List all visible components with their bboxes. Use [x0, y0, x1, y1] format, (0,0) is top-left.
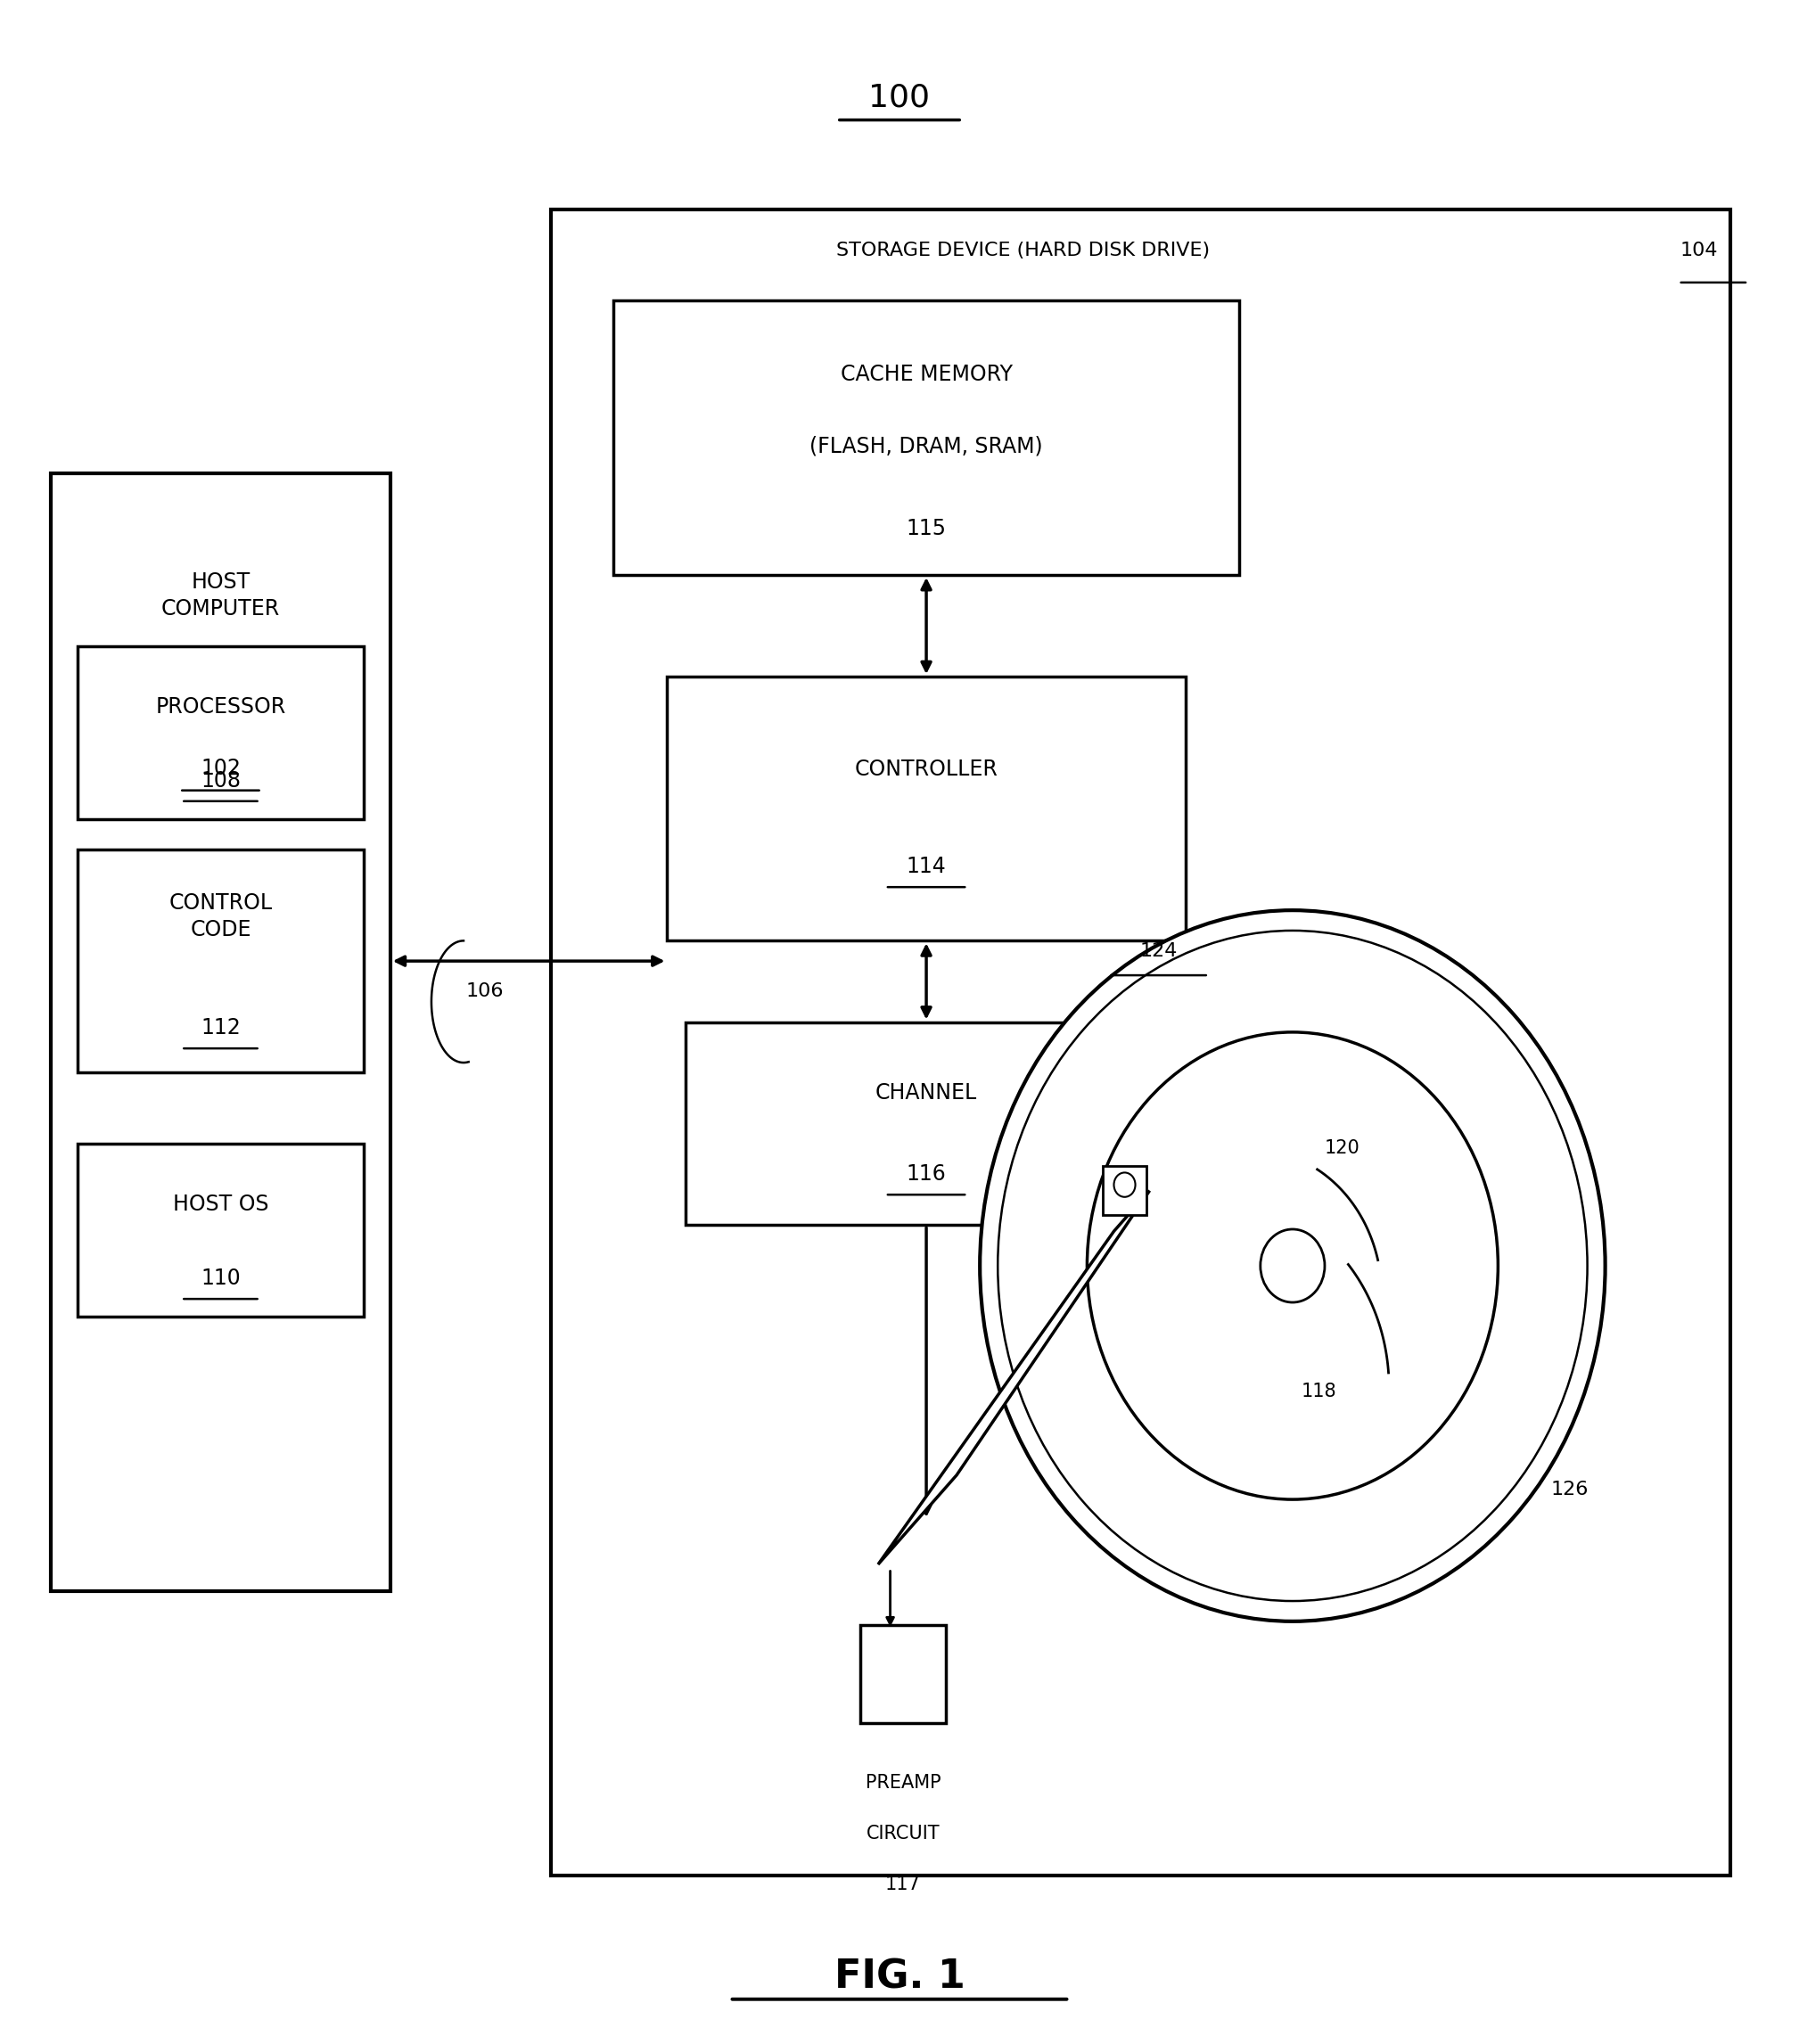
Text: STORAGE DEVICE (HARD DISK DRIVE): STORAGE DEVICE (HARD DISK DRIVE) [837, 241, 1209, 260]
FancyBboxPatch shape [77, 850, 363, 1073]
Text: 118: 118 [1301, 1384, 1337, 1400]
Text: 115: 115 [907, 517, 946, 540]
Circle shape [1261, 1228, 1324, 1302]
Circle shape [1087, 1032, 1499, 1500]
FancyBboxPatch shape [50, 474, 390, 1590]
Text: HOST OS: HOST OS [173, 1194, 268, 1214]
Text: CACHE MEMORY: CACHE MEMORY [840, 364, 1013, 386]
Text: 112: 112 [201, 1018, 241, 1038]
Text: 102: 102 [200, 758, 241, 779]
Text: 100: 100 [869, 82, 930, 112]
Text: CHANNEL: CHANNEL [876, 1083, 977, 1104]
Circle shape [1114, 1173, 1135, 1198]
FancyBboxPatch shape [77, 646, 363, 820]
Text: 117: 117 [885, 1874, 921, 1893]
Polygon shape [878, 1190, 1150, 1564]
Text: 124: 124 [1141, 942, 1178, 961]
Text: 110: 110 [201, 1267, 241, 1290]
Text: 120: 120 [1324, 1139, 1360, 1157]
Text: 108: 108 [200, 771, 241, 791]
Text: PROCESSOR: PROCESSOR [155, 695, 286, 717]
FancyBboxPatch shape [860, 1625, 946, 1723]
Text: 104: 104 [1680, 241, 1718, 260]
Text: HOST
COMPUTER: HOST COMPUTER [162, 572, 281, 619]
FancyBboxPatch shape [667, 677, 1186, 940]
Text: 126: 126 [1551, 1480, 1589, 1498]
FancyBboxPatch shape [550, 208, 1731, 1874]
FancyBboxPatch shape [685, 1022, 1168, 1224]
Text: FIG. 1: FIG. 1 [835, 1958, 964, 1997]
Text: 116: 116 [907, 1163, 946, 1186]
Text: 114: 114 [907, 856, 946, 877]
Text: CONTROLLER: CONTROLLER [855, 758, 998, 779]
FancyBboxPatch shape [77, 1145, 363, 1316]
FancyBboxPatch shape [613, 300, 1240, 574]
Text: CONTROL
CODE: CONTROL CODE [169, 893, 272, 940]
Text: (FLASH, DRAM, SRAM): (FLASH, DRAM, SRAM) [810, 435, 1043, 458]
Text: 106: 106 [466, 983, 504, 1000]
Text: PREAMP: PREAMP [865, 1774, 941, 1791]
Ellipse shape [1029, 967, 1691, 1678]
FancyBboxPatch shape [1103, 1167, 1146, 1214]
Text: CIRCUIT: CIRCUIT [867, 1825, 939, 1842]
Circle shape [980, 910, 1605, 1621]
Circle shape [998, 930, 1587, 1600]
